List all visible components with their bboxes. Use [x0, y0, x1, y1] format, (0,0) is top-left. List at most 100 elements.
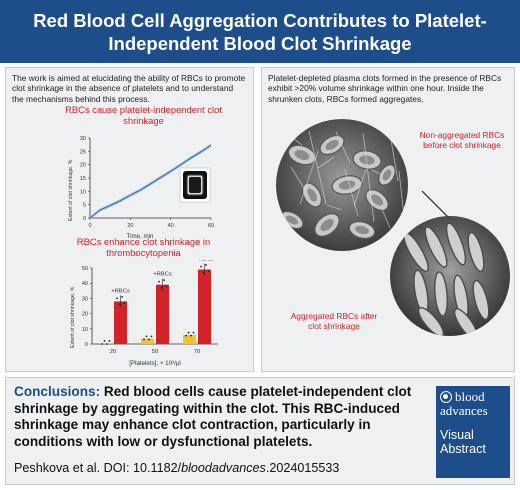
- fibrin-fiber: [326, 204, 343, 211]
- rbc-cell-center: [359, 155, 375, 165]
- logo-word-abstract: Abstract: [440, 442, 486, 456]
- rbc-cell: [434, 271, 448, 317]
- chart1-y-tick-label: 15: [80, 176, 86, 182]
- chart2-annotation: +RBCs: [195, 260, 214, 262]
- chart2-point: [121, 295, 123, 298]
- chart2-y-tick-label: 50: [82, 266, 88, 272]
- chart2-point: [163, 279, 165, 282]
- fibrin-fiber: [389, 133, 399, 182]
- fibrin-fiber: [380, 206, 391, 229]
- chart1-y-tick-label: 20: [80, 163, 86, 169]
- chart2-point: [106, 343, 108, 345]
- right-intro-text: Platelet-depleted plasma clots formed in…: [268, 73, 502, 104]
- chart1-y-tick-label: 5: [83, 203, 86, 209]
- rbc-cell-center: [307, 188, 317, 202]
- chart2-y-tick-label: 10: [82, 327, 88, 333]
- chart2-point: [150, 335, 153, 338]
- chart2-point: [158, 280, 160, 283]
- label-non-aggregated: Non-aggregated RBCs before clot shrinkag…: [419, 130, 505, 150]
- chart2-point: [185, 334, 187, 337]
- chart2-bar-rbcs: [156, 284, 169, 344]
- fibrin-fiber: [290, 166, 311, 199]
- citation: Peshkova et al. DOI: 10.1182/bloodadvanc…: [14, 461, 339, 475]
- chart1-y-tick-label: 30: [80, 136, 86, 142]
- fibrin-fiber: [362, 132, 375, 223]
- left-panel: The work is aimed at elucidating the abi…: [5, 67, 254, 372]
- chart2-y-tick-label: 20: [82, 312, 88, 318]
- chart1-y-tick-label: 25: [80, 149, 86, 155]
- rbc-cell-center: [355, 225, 369, 235]
- rbc-cell-center: [338, 180, 356, 190]
- citation-prefix: Peshkova et al. DOI: 10.1182/: [14, 461, 182, 475]
- chart2-point: [143, 338, 145, 341]
- chart2-x-tick-label: 50: [152, 349, 158, 355]
- fibrin-fiber: [335, 131, 351, 164]
- rbc-cell: [453, 308, 479, 336]
- chart1-title: RBCs cause platelet-independent clot shr…: [65, 104, 222, 126]
- right-panel: Platelet-depleted plasma clots formed in…: [261, 67, 515, 372]
- chart1-series-line: [89, 144, 212, 219]
- chart2-annotation: +RBCs: [111, 288, 130, 294]
- page-title: Red Blood Cell Aggregation Contributes t…: [33, 9, 487, 54]
- chart2-point: [116, 297, 118, 300]
- rbc-cell-center: [286, 215, 298, 225]
- rbc-cell: [445, 222, 467, 266]
- chart1-x-label: Time, min: [127, 233, 154, 240]
- sem-image-bottom: [390, 216, 510, 336]
- logo-word-advances: advances: [440, 403, 488, 418]
- chart2-point: [192, 331, 195, 334]
- chart2-point: [205, 264, 207, 266]
- chart2-point: [190, 334, 192, 337]
- chart1-y-tick-label: 0: [83, 216, 86, 222]
- chart2-point: [123, 302, 126, 304]
- conclusion-body: Red blood cells cause platelet-independe…: [14, 384, 412, 449]
- chart2-title: RBCs enhance clot shrinkage in thrombocy…: [76, 236, 211, 258]
- chart2-point: [145, 335, 148, 338]
- chart1-x-tick-label: 20: [127, 223, 133, 229]
- fibrin-fiber: [371, 169, 383, 176]
- fibrin-fiber: [353, 168, 367, 207]
- clot-photo-inset: [179, 167, 211, 203]
- chart2-bar-control: [141, 338, 154, 344]
- chart2-point: [148, 338, 150, 341]
- chart2-point: [118, 303, 121, 306]
- logo-word-visual: Visual: [440, 428, 474, 442]
- rbc-cell: [472, 279, 490, 321]
- chart2-bar-control: [183, 334, 196, 344]
- chart2-y-tick-label: 30: [82, 296, 88, 302]
- chart2-bar-control: [99, 343, 112, 344]
- chart1-y-label: Extent of clot shrinkage, %: [68, 159, 74, 221]
- rbc-cell-center: [320, 218, 334, 232]
- fibrin-fiber: [317, 156, 335, 169]
- logo-word-blood: blood: [455, 389, 485, 404]
- fibrin-fiber: [308, 130, 327, 205]
- chart2-point: [160, 286, 163, 289]
- blood-advances-logo: blood advances Visual Abstract: [436, 386, 510, 478]
- chart2-annotation: +RBCs: [153, 272, 172, 278]
- chart2-point: [165, 285, 168, 288]
- citation-suffix: .2024015533: [265, 461, 340, 475]
- chart2-point: [202, 271, 205, 274]
- bar-chart: 0 10 20 30 40 50 20 +RBCs 50 +RBCs 70 +RBCs Extent…: [70, 260, 218, 367]
- chart2-point: [187, 331, 190, 334]
- header-banner: Red Blood Cell Aggregation Contributes t…: [0, 0, 520, 63]
- rbc-cell-center: [370, 194, 384, 206]
- chart1-x-tick-label: 40: [168, 223, 174, 229]
- sem-image-top: [276, 119, 408, 251]
- citation-journal: bloodadvances: [181, 461, 266, 475]
- fibrin-fiber: [344, 168, 359, 217]
- rbc-cell-center: [294, 150, 310, 160]
- chart2-x-tick-label: 20: [110, 349, 116, 355]
- conclusion-box: Conclusions: Red blood cells cause plate…: [5, 377, 515, 485]
- chart2-x-tick-label: 70: [194, 349, 200, 355]
- chart1-x-tick-label: 0: [88, 223, 91, 229]
- rbc-cell: [467, 231, 485, 273]
- conclusion-text: Conclusions: Red blood cells cause plate…: [14, 384, 422, 450]
- rbc-cell-center: [325, 140, 339, 150]
- chart1-y-tick-label: 10: [80, 189, 86, 195]
- chart2-y-tick-label: 0: [85, 342, 88, 348]
- rbc-cell: [424, 226, 448, 268]
- rbc-cell-center: [382, 169, 392, 181]
- chart2-bar-rbcs: [198, 269, 211, 344]
- chart2-point: [101, 343, 103, 345]
